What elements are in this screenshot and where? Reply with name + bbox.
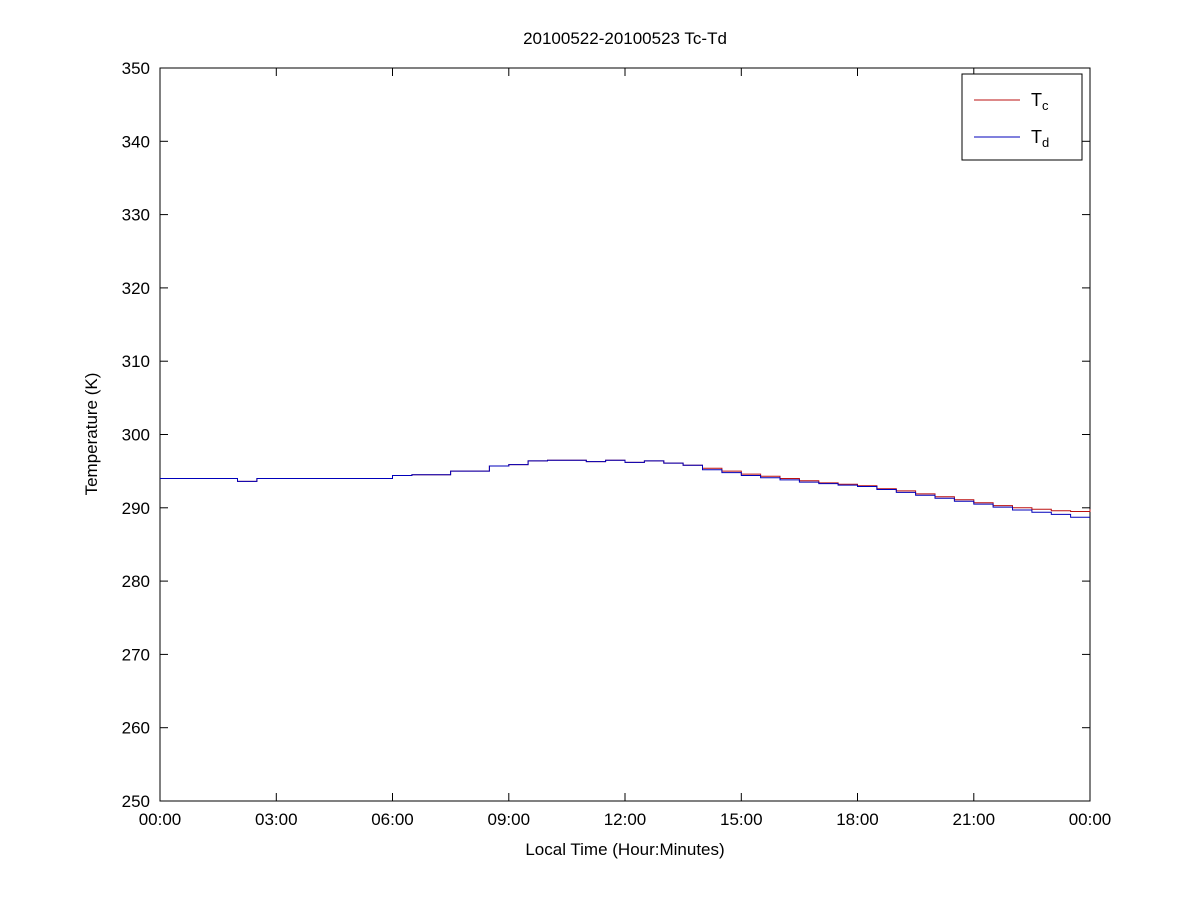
y-tick-label: 330 (122, 206, 150, 225)
plot-area (159, 67, 1091, 802)
x-axis-label: Local Time (Hour:Minutes) (525, 840, 724, 859)
y-tick-label: 260 (122, 719, 150, 738)
y-tick-label: 340 (122, 132, 150, 151)
y-tick-label: 320 (122, 279, 150, 298)
x-tick-label: 12:00 (604, 810, 647, 829)
axis-tick-labels: 00:00 03:00 06:00 09:00 12:00 15:00 18:00 21:00… (122, 59, 1112, 829)
y-tick-label: 350 (122, 59, 150, 78)
axis-ticks (159, 67, 1091, 802)
legend-label-tc: Tc (1031, 90, 1049, 113)
x-tick-label: 03:00 (255, 810, 298, 829)
y-tick-label: 310 (122, 352, 150, 371)
x-tick-label: 09:00 (488, 810, 531, 829)
chart-title: 20100522-20100523 Tc-Td (523, 29, 727, 48)
series-td (160, 459, 1090, 518)
y-tick-label: 270 (122, 645, 150, 664)
series-tc (160, 459, 1091, 512)
data-series (160, 459, 1091, 518)
x-tick-label: 00:00 (1069, 810, 1112, 829)
y-tick-label: 300 (122, 426, 150, 445)
legend-box (961, 73, 1083, 161)
x-tick-label: 18:00 (836, 810, 879, 829)
x-tick-label: 00:00 (139, 810, 182, 829)
y-axis-label: Temperature (K) (82, 373, 101, 496)
legend: Tc Td (961, 73, 1083, 161)
x-tick-label: 06:00 (371, 810, 414, 829)
y-tick-label: 250 (122, 792, 150, 811)
y-tick-label: 280 (122, 572, 150, 591)
x-tick-label: 21:00 (953, 810, 996, 829)
legend-label-td: Td (1031, 127, 1049, 150)
y-tick-label: 290 (122, 499, 150, 518)
x-tick-label: 15:00 (720, 810, 763, 829)
